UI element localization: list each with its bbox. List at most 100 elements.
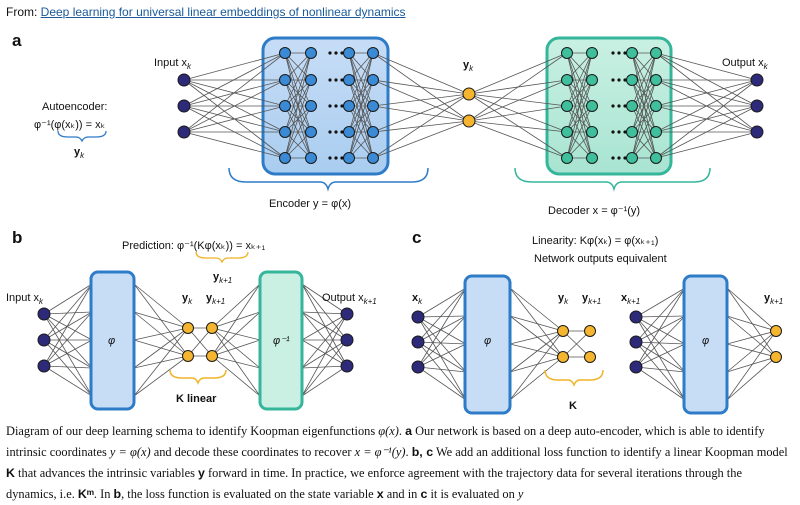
latent-node [182, 350, 194, 362]
connection-line [509, 315, 564, 332]
panel-b-nodes [37, 307, 354, 373]
linearity-equation: Linearity: Kφ(xₖ) = φ(xₖ₊₁) [532, 235, 658, 247]
input-node [177, 99, 191, 113]
encoder-node [367, 126, 379, 138]
decoder-node [586, 47, 598, 59]
connection-line [655, 52, 758, 133]
connection-line [631, 105, 657, 159]
panel-b-output-label: Output xk+1 [322, 292, 377, 306]
connection-line [635, 366, 686, 401]
connection-line [348, 79, 374, 159]
connection-line [372, 79, 470, 122]
latent-node [584, 325, 596, 337]
latent-node [770, 325, 782, 337]
connection-line [635, 287, 686, 368]
decoder-node [626, 152, 638, 164]
connection-line [348, 52, 374, 133]
connection-line [509, 330, 564, 373]
connection-line [468, 93, 568, 133]
connection-line [566, 131, 593, 159]
decoder-node [650, 126, 662, 138]
panel-c-phi-label-1: φ [484, 335, 491, 347]
encoder-node [279, 100, 291, 112]
panel-b-decoder-box [258, 270, 304, 411]
connection-line [43, 313, 93, 397]
connection-line [726, 330, 777, 373]
encoder-node [279, 126, 291, 138]
connection-line [631, 52, 657, 159]
panel-a-letter: a [12, 31, 22, 50]
connection-line [631, 79, 657, 159]
connection-line [726, 330, 777, 401]
latent-node [206, 350, 218, 362]
connection-line [655, 52, 758, 107]
connection-line [417, 341, 467, 373]
encoder-node [343, 100, 355, 112]
connection-line [301, 365, 348, 397]
encoder-node [343, 74, 355, 86]
output-node [340, 307, 354, 321]
latent-node [557, 351, 569, 363]
latent-node [557, 325, 569, 337]
connection-line [417, 315, 467, 318]
connection-line [284, 105, 312, 159]
prediction-equation: Prediction: φ⁻¹(Kφ(xₖ)) = xₖ₊₁ [122, 240, 265, 252]
connection-line [43, 311, 93, 315]
connection-line [655, 131, 758, 159]
source-line: From: Deep learning for universal linear… [6, 5, 406, 19]
connection-line [301, 283, 348, 341]
connection-line [301, 283, 348, 315]
article-link[interactable]: Deep learning for universal linear embed… [40, 5, 406, 19]
connection-line [348, 52, 374, 107]
panel-a-nodes [177, 47, 764, 164]
connection-line [284, 52, 312, 81]
connection-line [509, 330, 564, 345]
connection-line [301, 313, 348, 341]
connection-line [183, 52, 286, 81]
panel-b-phi-label: φ [108, 335, 115, 347]
connection-line [301, 339, 348, 369]
connection-line [635, 341, 686, 401]
connection-line [562, 330, 591, 358]
connection-line [726, 356, 777, 373]
autoencoder-y-label: yk [74, 146, 85, 160]
output-node [750, 125, 764, 139]
connection-line [635, 341, 686, 345]
connection-line [43, 339, 93, 397]
connection-line [417, 316, 467, 345]
connection-line [417, 366, 467, 373]
panel-c-k-label: K [569, 400, 577, 412]
panel-b: b Prediction: φ⁻¹(Kφ(xₖ)) = xₖ₊₁ yk+1 φ … [6, 228, 377, 411]
output-node [750, 99, 764, 113]
decoder-node [626, 126, 638, 138]
connection-line [655, 79, 758, 107]
encoder-node [279, 47, 291, 59]
decoder-node [626, 47, 638, 59]
connection-line [417, 287, 467, 318]
connection-line [43, 313, 93, 341]
input-node [411, 310, 425, 324]
input-node [177, 73, 191, 87]
encoder-node [367, 74, 379, 86]
encoder-ellipsis [328, 51, 344, 160]
connection-line [301, 311, 348, 367]
connection-line [372, 93, 470, 133]
k-linear-label: K linear [176, 393, 217, 405]
panel-b-phi-inv-label: φ⁻¹ [273, 335, 290, 347]
connection-line [43, 339, 93, 367]
koopman-network-diagram: a Input xk Output xk yk Autoencoder: φ⁻¹… [6, 31, 783, 415]
connection-line [468, 52, 568, 95]
prediction-brace [195, 251, 249, 264]
figure-caption: Diagram of our deep learning schema to i… [6, 424, 788, 501]
connection-line [301, 283, 348, 367]
decoder-node [586, 152, 598, 164]
decoder-node [561, 100, 573, 112]
decoder-node [650, 100, 662, 112]
output-node [340, 359, 354, 373]
input-node [411, 360, 425, 374]
connection-line [211, 311, 261, 357]
autoencoder-brace [57, 130, 107, 143]
encoder-node [305, 74, 317, 86]
encoder-node [279, 152, 291, 164]
panel-c-yk1-label: yk+1 [582, 292, 601, 306]
